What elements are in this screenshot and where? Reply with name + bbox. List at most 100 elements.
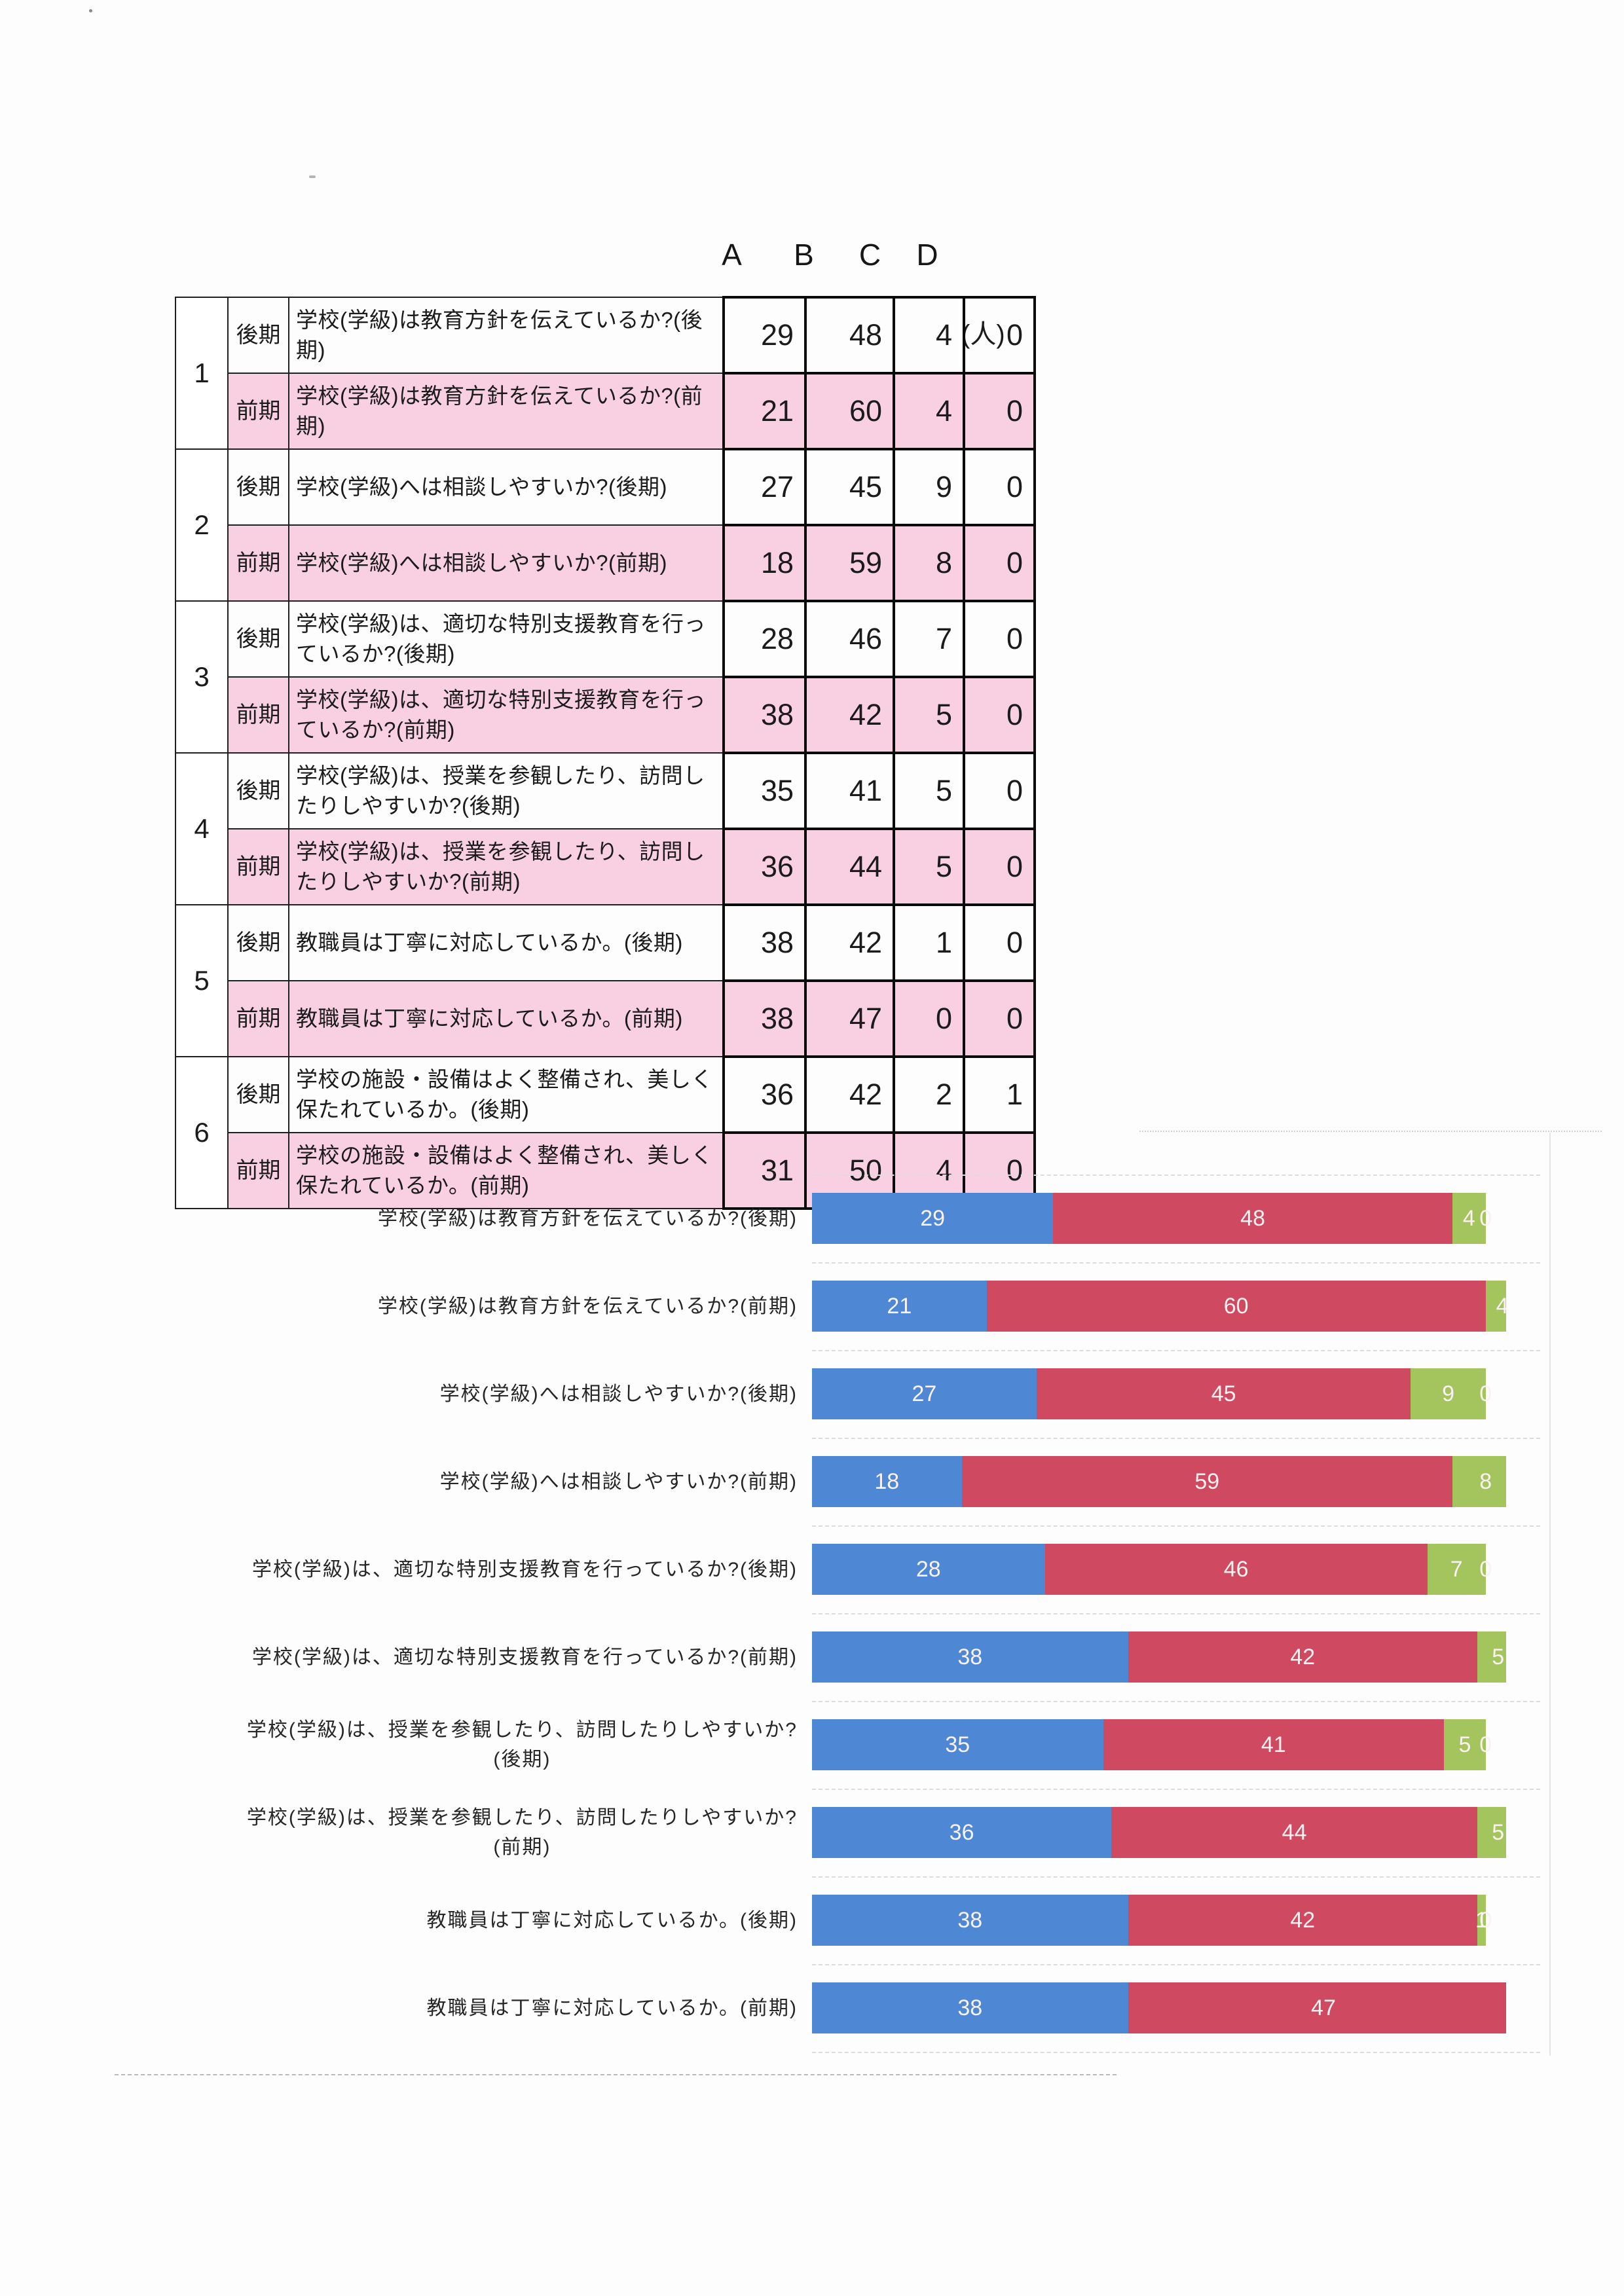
bar-segment-b [1044,1544,1428,1595]
table-row: 5 後期 教職員は丁寧に対応しているか。(後期) 38 42 1 0 [175,903,1036,1057]
bar-segment-b [961,1456,1452,1507]
bar-segment-b [1036,1368,1411,1419]
question-cell: 学校(学級)は、適切な特別支援教育を行っているか?(後期) [288,600,724,678]
value-cell-a: 38 [722,676,807,754]
bar-value-label: 29 [920,1206,946,1231]
bar-segment-b [1103,1719,1445,1770]
bar-value-label: 21 [887,1294,912,1319]
column-header-c: C [858,238,881,272]
value-cell-d: 0 [963,903,1036,982]
question-cell: 学校の施設・設備はよく整備され、美しく保たれているか。(前期) [288,1132,724,1209]
chart-category-label: 教職員は丁寧に対応しているか。(後期) [426,1909,798,1931]
bar-segment-b [1053,1193,1452,1244]
question-cell: 学校(学級)は教育方針を伝えているか?(前期) [288,373,724,450]
bar-value-label: 60 [1223,1294,1249,1319]
period-cell: 前期 [227,373,289,450]
bar-value-label: 38 [957,1995,983,2020]
stacked-bar-chart: 学校(学級)は教育方針を伝えているか?(後期) 29 48 4 0 学校(学級)は教育方針… [0,1175,1624,2053]
scan-speck [309,175,316,178]
bar-segment-c [1477,1895,1486,1946]
value-cell-c: 9 [893,448,965,526]
bar-value-label: 48 [1240,1206,1266,1231]
value-cell-c: 8 [893,524,965,602]
pair-number-cell: 2 [175,448,229,602]
question-cell: 学校(学級)へは相談しやすいか?(前期) [288,524,724,602]
value-cell-d: 0 [963,372,1036,450]
chart-category-label: 学校(学級)は、授業を参観したり、訪問したりしやすいか? (前期) [246,1807,798,1858]
value-cell-d: 0 [963,979,1036,1058]
bar-value-label: 47 [1311,1995,1336,2020]
table-row: 前期 学校(学級)は、適切な特別支援教育を行っているか?(前期) 38 42 5 0 [175,676,1036,754]
value-cell-a: 36 [722,828,807,906]
value-cell-d: 0 [963,448,1036,526]
bar-segment-c [1452,1456,1506,1507]
value-cell-b: 42 [804,903,895,982]
bar-value-label: 27 [912,1381,937,1406]
bar-segment-c [1477,1631,1506,1683]
value-cell-d: 0 [963,828,1036,906]
bar-value-label: 0 [1479,1732,1492,1757]
bar-value-label: 36 [949,1820,974,1845]
bar-value-label: 42 [1290,1908,1316,1933]
bar-segment-a [812,1719,1103,1770]
period-cell: 後期 [227,904,289,981]
bar-segment-b [1128,1895,1477,1946]
value-cell-b: 47 [804,979,895,1058]
bar-value-label: 28 [915,1557,941,1582]
value-cell-b: 59 [804,524,895,602]
value-cell-a: 38 [722,979,807,1058]
chart-category-label: 学校(学級)は、授業を参観したり、訪問したりしやすいか? (後期) [246,1719,798,1770]
period-cell: 前期 [227,980,289,1057]
bar-segment-a [812,1544,1045,1595]
value-cell-c: 2 [893,1055,965,1134]
bar-value-label: 42 [1290,1645,1316,1669]
value-cell-a: 35 [722,752,807,830]
bar-value-label: 44 [1282,1820,1307,1845]
value-cell-a: 38 [722,903,807,982]
bar-segment-a [812,1456,962,1507]
question-cell: 学校(学級)は教育方針を伝えているか?(後期) [288,297,724,374]
value-cell-a: 27 [722,448,807,526]
bar-value-label: 4 [1462,1206,1475,1231]
bar-segment-b [1128,1982,1506,2033]
value-cell-b: 46 [804,600,895,678]
question-cell: 学校(学級)は、授業を参観したり、訪問したりしやすいか?(前期) [288,828,724,905]
value-cell-c: 5 [893,752,965,830]
scan-line-bottom [115,2074,1116,2075]
bar-value-label: 8 [1479,1469,1492,1494]
value-cell-a: 36 [722,1055,807,1134]
pair-number-cell: 1 [175,297,229,450]
value-cell-d: 0 [963,752,1036,830]
bar-track: 29 48 4 0 [812,1193,1506,1244]
bar-segment-c [1485,1281,1506,1332]
bar-value-label: 9 [1442,1381,1455,1406]
bar-track: 28 46 7 0 [812,1544,1506,1595]
period-cell: 後期 [227,1056,289,1133]
pair-number-cell: 4 [175,752,229,905]
value-cell-d: 0 [963,524,1036,602]
bar-segment-b [986,1281,1486,1332]
value-cell-c: 1 [893,903,965,982]
bar-value-label: 18 [874,1469,900,1494]
category-gridline [812,1175,1540,1176]
value-cell-d: 0 [963,296,1036,374]
table-row: 前期 学校(学級)へは相談しやすいか?(前期) 18 59 8 0 [175,524,1036,602]
period-cell: 前期 [227,828,289,905]
table-row: 4 後期 学校(学級)は、授業を参観したり、訪問したりしやすいか?(後期) 35 41 5… [175,752,1036,905]
table-row: 6 後期 学校の施設・設備はよく整備され、美しく保たれているか。(後期) 36 42 2 1 [175,1055,1036,1209]
value-cell-b: 48 [804,296,895,374]
bar-value-label: 1 [1475,1908,1488,1933]
column-header-d: D [916,238,938,272]
value-cell-a: 18 [722,524,807,602]
bar-segment-c [1477,1807,1506,1858]
question-cell: 学校(学級)は、適切な特別支援教育を行っているか?(前期) [288,676,724,754]
survey-table: 1 後期 学校(学級)は教育方針を伝えているか?(後期) 29 48 4 0 前期 学校(学級)… [175,296,1036,1210]
scan-line-top [1139,1131,1602,1132]
